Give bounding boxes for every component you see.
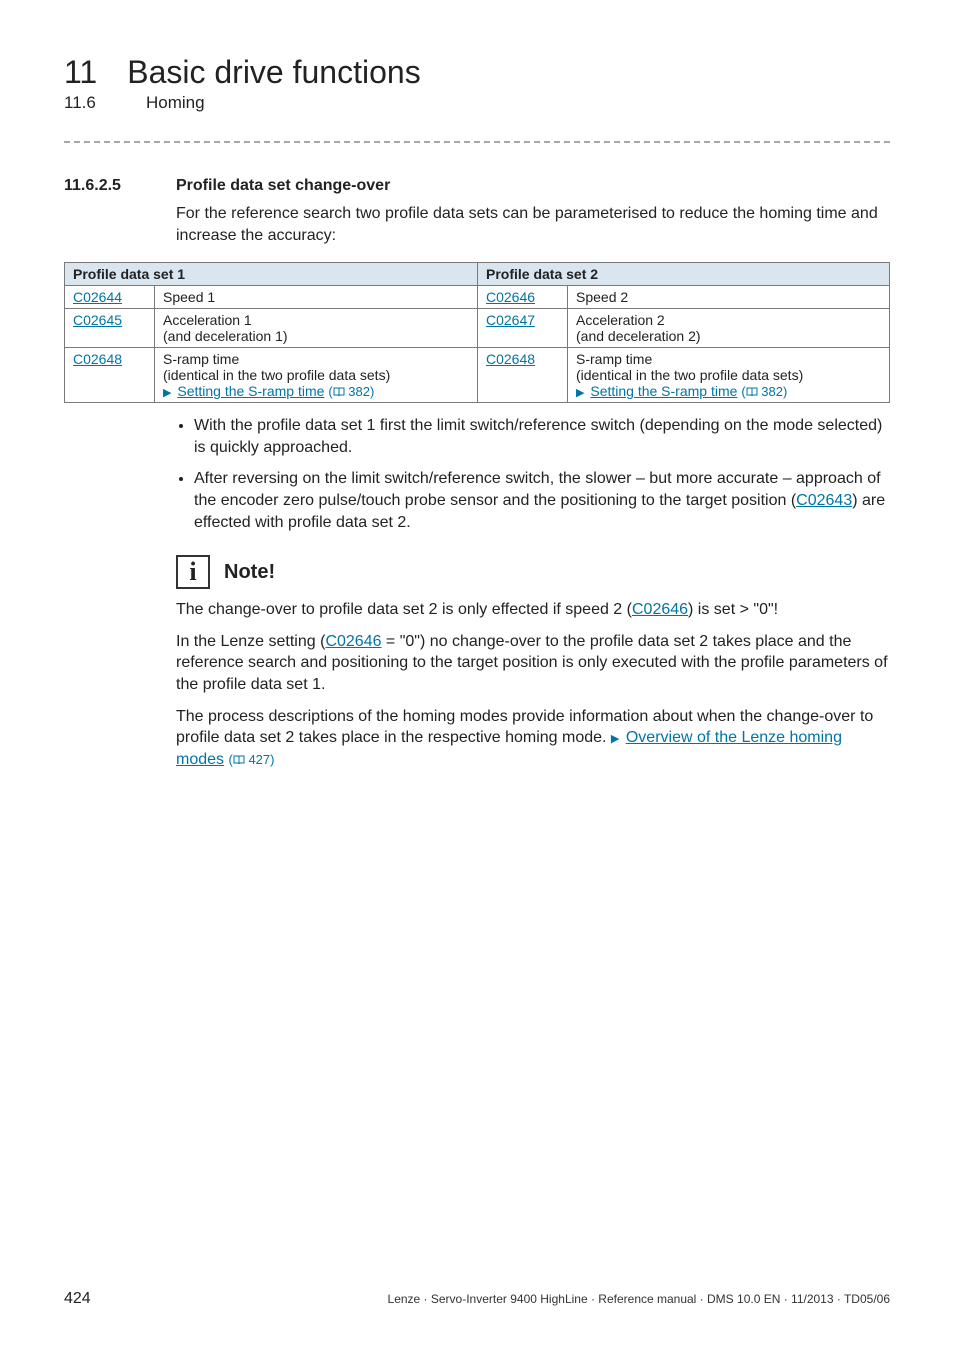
profile-data-set-table: Profile data set 1 Profile data set 2 C0… bbox=[64, 262, 890, 403]
table-header-2: Profile data set 2 bbox=[478, 263, 890, 286]
code-link[interactable]: C02646 bbox=[632, 601, 688, 618]
info-icon: i bbox=[176, 555, 210, 589]
subsection-number: 11.6.2.5 bbox=[64, 177, 176, 195]
code-link[interactable]: C02648 bbox=[486, 351, 535, 367]
section-number: 11.6 bbox=[64, 93, 146, 113]
code-link[interactable]: C02648 bbox=[73, 351, 122, 367]
code-link[interactable]: C02646 bbox=[325, 633, 381, 650]
table-header-1: Profile data set 1 bbox=[65, 263, 478, 286]
page-ref: ( 382) bbox=[328, 384, 374, 399]
table-row: C02648 S-ramp time (identical in the two… bbox=[65, 348, 890, 403]
code-link[interactable]: C02644 bbox=[73, 289, 122, 305]
triangle-icon: ▶ bbox=[611, 732, 619, 747]
table-cell: S-ramp time (identical in the two profil… bbox=[568, 348, 890, 403]
page-ref: ( 382) bbox=[741, 384, 787, 399]
table-cell: Acceleration 1 (and deceleration 1) bbox=[155, 309, 478, 348]
book-icon bbox=[333, 387, 345, 397]
code-link[interactable]: C02643 bbox=[796, 492, 852, 509]
table-cell: Speed 1 bbox=[155, 286, 478, 309]
table-cell: Speed 2 bbox=[568, 286, 890, 309]
table-row: C02644 Speed 1 C02646 Speed 2 bbox=[65, 286, 890, 309]
section-title: Homing bbox=[146, 93, 205, 113]
code-link[interactable]: C02645 bbox=[73, 312, 122, 328]
note-box: i Note! The change-over to profile data … bbox=[176, 555, 890, 770]
list-item: After reversing on the limit switch/refe… bbox=[194, 468, 890, 533]
note-paragraph: The process descriptions of the homing m… bbox=[176, 706, 890, 771]
code-link[interactable]: C02647 bbox=[486, 312, 535, 328]
intro-paragraph: For the reference search two profile dat… bbox=[176, 203, 890, 246]
note-paragraph: In the Lenze setting (C02646 = "0") no c… bbox=[176, 631, 890, 696]
chapter-number: 11 bbox=[64, 54, 97, 91]
list-item: With the profile data set 1 first the li… bbox=[194, 415, 890, 458]
cross-ref-link[interactable]: Setting the S-ramp time bbox=[590, 383, 737, 399]
cross-ref-link[interactable]: Setting the S-ramp time bbox=[177, 383, 324, 399]
table-row: C02645 Acceleration 1 (and deceleration … bbox=[65, 309, 890, 348]
chapter-heading: 11 Basic drive functions bbox=[64, 54, 890, 91]
page-footer: 424 Lenze · Servo-Inverter 9400 HighLine… bbox=[64, 1290, 890, 1308]
note-title: Note! bbox=[224, 561, 275, 584]
triangle-icon: ▶ bbox=[163, 386, 171, 399]
subsection-title: Profile data set change-over bbox=[176, 177, 390, 195]
note-paragraph: The change-over to profile data set 2 is… bbox=[176, 599, 890, 621]
triangle-icon: ▶ bbox=[576, 386, 584, 399]
page-number: 424 bbox=[64, 1290, 91, 1308]
book-icon bbox=[746, 387, 758, 397]
code-link[interactable]: C02646 bbox=[486, 289, 535, 305]
book-icon bbox=[233, 755, 245, 765]
section-heading-line: 11.6 Homing bbox=[64, 93, 890, 113]
footer-text: Lenze · Servo-Inverter 9400 HighLine · R… bbox=[388, 1292, 890, 1306]
chapter-title: Basic drive functions bbox=[127, 54, 420, 91]
divider bbox=[64, 141, 890, 143]
page-ref: ( 427) bbox=[228, 752, 274, 767]
table-cell: Acceleration 2 (and deceleration 2) bbox=[568, 309, 890, 348]
bullet-list: With the profile data set 1 first the li… bbox=[176, 415, 890, 533]
table-cell: S-ramp time (identical in the two profil… bbox=[155, 348, 478, 403]
